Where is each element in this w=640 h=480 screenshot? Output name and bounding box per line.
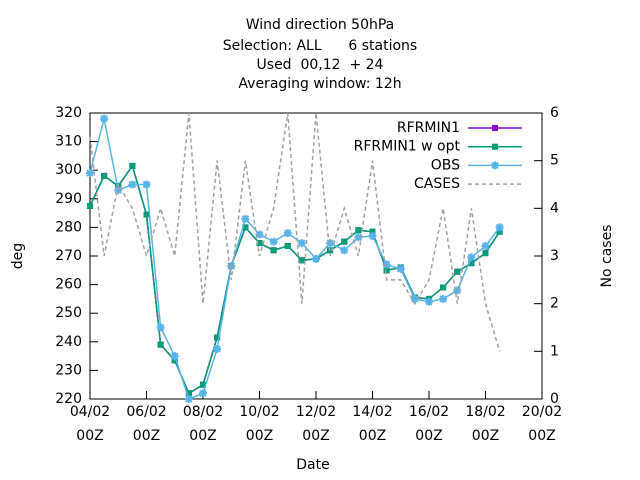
y2-tick-label: 3 xyxy=(550,248,559,264)
data-point xyxy=(171,357,178,364)
data-point-dot xyxy=(285,230,291,236)
y-tick-label: 270 xyxy=(55,248,82,264)
data-point-dot xyxy=(101,116,107,122)
data-point xyxy=(284,242,291,249)
data-point-dot xyxy=(370,233,375,239)
title-line: Wind direction 50hPa xyxy=(246,17,395,33)
data-point xyxy=(369,228,376,235)
y2-tick-label: 2 xyxy=(550,296,559,312)
data-point-dot xyxy=(271,239,277,245)
data-point xyxy=(101,172,108,179)
data-point-dot xyxy=(483,243,488,249)
data-point xyxy=(200,381,206,388)
y2-tick-label: 1 xyxy=(550,343,559,359)
title-line: Selection: ALL 6 stations xyxy=(223,38,417,54)
y-tick-label: 280 xyxy=(55,219,82,235)
data-point xyxy=(185,390,192,397)
data-point xyxy=(214,334,221,341)
x-tick-label: 04/02 00Z xyxy=(69,404,111,444)
data-point-dot xyxy=(144,182,149,187)
data-point-dot xyxy=(355,234,361,240)
data-point-dot xyxy=(186,396,192,402)
data-point-dot xyxy=(497,224,503,230)
y2-tick-label: 6 xyxy=(550,105,559,121)
x-tick-label: 08/02 00Z xyxy=(182,404,224,444)
title-line: Averaging window: 12h xyxy=(238,76,401,92)
data-point xyxy=(355,227,362,234)
data-point xyxy=(270,247,277,254)
x-tick-label: 16/02 00Z xyxy=(408,404,450,444)
data-point xyxy=(298,257,305,264)
legend-marker-dot xyxy=(492,162,498,168)
series-line xyxy=(89,112,501,352)
legend-label: OBS xyxy=(431,157,460,173)
x-tick-label: 20/02 00Z xyxy=(521,404,563,444)
y-tick-label: 220 xyxy=(55,391,82,407)
series-line xyxy=(89,164,501,395)
data-point-dot xyxy=(214,346,220,352)
data-point xyxy=(468,260,475,267)
y2-tick-label: 4 xyxy=(550,200,559,216)
title-line: Used 00,12 + 24 xyxy=(257,57,384,73)
data-point-dot xyxy=(129,182,135,187)
data-point-dot xyxy=(257,232,262,238)
x-axis-label: Date xyxy=(296,457,329,473)
data-point-dot xyxy=(87,170,93,176)
data-point xyxy=(256,240,263,247)
data-point-dot xyxy=(313,256,319,262)
y-tick-label: 250 xyxy=(55,305,82,321)
data-point-dot xyxy=(412,296,418,302)
y2-tick-label: 5 xyxy=(550,153,559,169)
data-point xyxy=(482,250,489,257)
data-point-dot xyxy=(242,216,248,222)
data-point-dot xyxy=(426,299,432,305)
y-tick-label: 310 xyxy=(55,134,82,150)
data-point xyxy=(383,267,390,274)
data-point xyxy=(496,228,503,235)
y2-axis-label: No cases xyxy=(599,225,615,288)
x-tick-label: 10/02 00Z xyxy=(239,404,280,444)
data-point-dot xyxy=(200,390,206,396)
data-point xyxy=(157,341,164,348)
x-tick-label: 06/02 00Z xyxy=(126,404,167,444)
x-tick-label: 14/02 00Z xyxy=(352,404,393,444)
legend-label: RFRMIN1 w opt xyxy=(354,139,461,155)
y-tick-label: 300 xyxy=(55,162,82,178)
x-tick-label: 12/02 00Z xyxy=(295,404,337,444)
series-line xyxy=(89,164,501,395)
data-point-dot xyxy=(398,266,404,272)
legend-label: RFRMIN1 xyxy=(397,120,460,136)
y-axis-label: deg xyxy=(10,243,26,269)
y2-tick-label: 0 xyxy=(550,391,559,407)
data-point xyxy=(143,211,150,218)
y-tick-label: 240 xyxy=(55,334,82,350)
data-point-dot xyxy=(172,353,178,359)
data-point-dot xyxy=(299,240,305,246)
x-tick-label: 18/02 00Z xyxy=(465,404,506,444)
y-tick-label: 290 xyxy=(55,191,82,207)
legend-marker xyxy=(492,125,498,131)
data-point xyxy=(440,284,447,291)
data-point-dot xyxy=(341,247,347,253)
data-point-dot xyxy=(440,296,446,302)
data-point xyxy=(341,238,348,245)
legend-marker xyxy=(492,143,498,150)
data-point-dot xyxy=(468,254,474,260)
legend-label: CASES xyxy=(414,176,460,192)
data-point xyxy=(129,162,136,169)
data-point xyxy=(87,202,93,209)
data-point xyxy=(242,224,249,231)
y-tick-label: 320 xyxy=(55,105,82,121)
y-tick-label: 260 xyxy=(55,277,82,293)
data-point xyxy=(454,268,461,275)
data-point-dot xyxy=(158,325,164,330)
y-tick-label: 230 xyxy=(55,362,82,378)
